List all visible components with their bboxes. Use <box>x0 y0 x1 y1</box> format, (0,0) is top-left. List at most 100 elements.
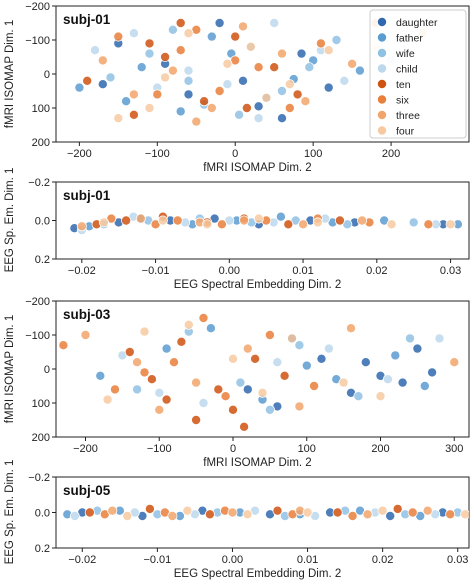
point-ten <box>191 414 202 425</box>
point-father <box>354 65 365 76</box>
x-tick-label: 0.00 <box>219 265 240 277</box>
point-wife <box>144 48 155 59</box>
point-three <box>242 343 253 354</box>
point-three <box>206 103 217 114</box>
point-father <box>175 106 186 117</box>
y-tick-label: −200 <box>25 1 50 13</box>
point-six <box>347 510 358 521</box>
plot-frame <box>55 300 470 438</box>
x-tick-label: 300 <box>445 443 463 455</box>
point-daughter <box>360 357 371 368</box>
point-ten <box>82 75 93 86</box>
point-father <box>161 343 172 354</box>
x-tick-label: 0.01 <box>297 554 318 566</box>
point-four <box>386 219 397 230</box>
point-daughter <box>323 82 334 93</box>
point-four <box>253 213 264 224</box>
point-four <box>445 219 456 230</box>
point-child <box>222 79 233 90</box>
point-wife <box>264 404 275 415</box>
y-tick-label: 200 <box>32 137 50 149</box>
point-daughter <box>427 367 438 378</box>
point-ten <box>230 31 241 42</box>
x-tick-label: −0.02 <box>68 265 96 277</box>
point-three <box>362 509 373 520</box>
x-tick-label: −0.02 <box>68 554 96 566</box>
point-wife <box>235 377 246 388</box>
point-three <box>97 55 108 66</box>
point-wife <box>167 24 178 35</box>
point-four <box>460 509 469 520</box>
point-wife <box>234 109 245 120</box>
point-four <box>182 505 193 516</box>
legend-marker-six <box>376 94 387 105</box>
point-wife <box>353 391 364 402</box>
point-four <box>302 507 313 518</box>
point-father <box>121 96 132 107</box>
point-three <box>135 213 146 224</box>
point-child <box>382 374 393 385</box>
point-ten <box>241 103 252 114</box>
point-three <box>191 116 202 127</box>
x-tick-label: −100 <box>147 443 172 455</box>
point-three <box>167 510 178 521</box>
point-three <box>154 404 165 415</box>
point-wife <box>304 62 315 73</box>
panel-title: subj-03 <box>63 307 111 322</box>
point-wife <box>276 86 287 97</box>
scatter-points <box>62 503 469 521</box>
x-tick-label: 0 <box>230 443 236 455</box>
point-four <box>222 58 233 69</box>
y-tick-label: 0.2 <box>35 254 50 266</box>
point-ten <box>269 62 280 73</box>
point-ten <box>199 96 210 107</box>
point-child <box>69 510 80 521</box>
point-six <box>220 391 231 402</box>
point-four <box>375 391 386 402</box>
point-four <box>157 215 168 226</box>
x-tick-label: 200 <box>382 148 400 160</box>
legend-label-four: four <box>396 126 415 138</box>
point-child <box>154 387 165 398</box>
point-three <box>191 377 202 388</box>
point-four <box>160 72 171 83</box>
point-ten <box>160 52 171 63</box>
x-tick-label: 0.03 <box>447 554 468 566</box>
point-child <box>339 75 350 86</box>
point-four <box>144 103 155 114</box>
point-father <box>74 82 85 93</box>
point-father <box>275 211 286 222</box>
point-four <box>284 79 295 90</box>
legend-label-wife: wife <box>395 48 415 60</box>
legend: daughter father wife child ten six three four <box>369 9 467 139</box>
point-six <box>110 384 121 395</box>
legend-marker-child <box>376 63 387 74</box>
point-four <box>245 41 256 52</box>
point-six <box>168 357 179 368</box>
point-daughter <box>183 89 194 100</box>
point-child <box>183 65 194 76</box>
y-axis-label: EEG Sp. Em. Dim. 1 <box>4 460 16 565</box>
scatter-points <box>58 312 460 432</box>
point-wife <box>331 35 342 46</box>
x-axis-label: fMRI ISOMAP Dim. 2 <box>203 162 311 174</box>
y-tick-label: 0.0 <box>35 216 50 228</box>
point-ten <box>250 353 261 364</box>
point-ten <box>334 215 345 226</box>
point-child <box>90 45 101 56</box>
x-tick-label: 0.00 <box>222 554 243 566</box>
y-tick-label: −100 <box>25 330 50 342</box>
point-six <box>172 215 183 226</box>
point-three <box>422 505 433 516</box>
point-daughter <box>214 17 225 28</box>
legend-marker-ten <box>376 79 387 90</box>
point-three <box>298 219 309 230</box>
point-ten <box>392 503 403 514</box>
panel-3: −200 −100 0 100 200 300 −200 −100 0 100 200 fMRI IS… <box>4 296 470 469</box>
y-axis-label: EEG Sp. Em. Dim. 1 <box>4 168 16 273</box>
point-wife <box>294 340 305 351</box>
y-axis-label: fMRI ISOMAP Dim. 1 <box>4 315 16 423</box>
point-ten <box>146 374 157 385</box>
point-three <box>80 329 91 340</box>
